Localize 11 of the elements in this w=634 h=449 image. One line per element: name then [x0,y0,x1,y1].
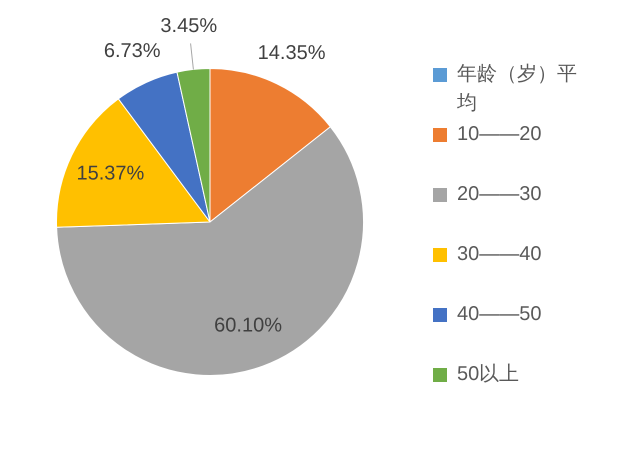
data-label: 3.45% [160,15,218,38]
data-label: 15.37% [76,162,145,185]
legend-label: 40——50 [457,302,542,327]
legend-label: 20——30 [457,182,542,207]
legend-label: 10——20 [457,122,542,147]
data-label: 60.10% [214,314,282,336]
data-label: 6.73% [104,40,161,62]
legend-label: 年龄（岁）平均 [457,62,578,116]
legend-label: 50以上 [457,362,520,387]
data-label: 14.35% [258,42,326,64]
legend-label: 30——40 [457,242,542,267]
